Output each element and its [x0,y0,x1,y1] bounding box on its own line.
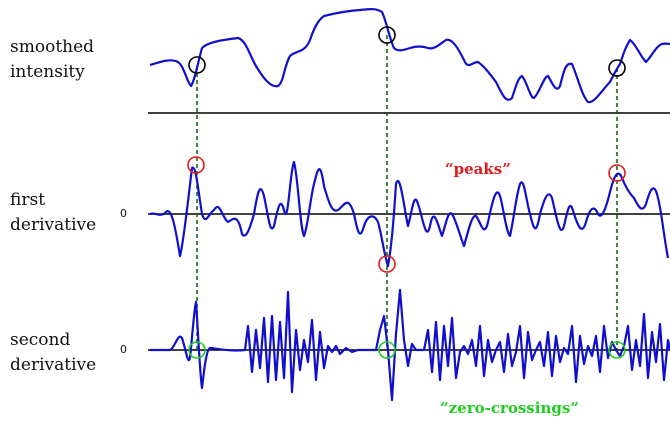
first-derivative-curve [149,160,670,268]
intensity-marker-3 [608,59,626,77]
zero-crossing-marker-2 [378,341,396,359]
row-label-first-derivative: first derivative [10,190,97,235]
smoothed-intensity-curve [149,8,670,104]
second-derivative-curve [150,288,670,402]
peaks-annotation: “peaks” [445,160,511,178]
second-derivative-zero-label: 0 [120,343,127,356]
zero-crossings-annotation: “zero-crossings” [440,399,579,417]
peak-marker-1 [187,156,205,174]
zero-crossing-marker-3 [608,341,626,359]
first-derivative-zero-label: 0 [120,207,127,220]
peak-marker-3 [608,164,626,182]
row-label-smoothed-intensity: smoothed intensity [10,37,95,82]
zero-crossing-marker-1 [188,341,206,359]
intensity-marker-1 [188,56,206,74]
row-label-second-derivative: second derivative [10,330,97,375]
intensity-marker-2 [378,26,396,44]
peak-marker-2 [378,255,396,273]
